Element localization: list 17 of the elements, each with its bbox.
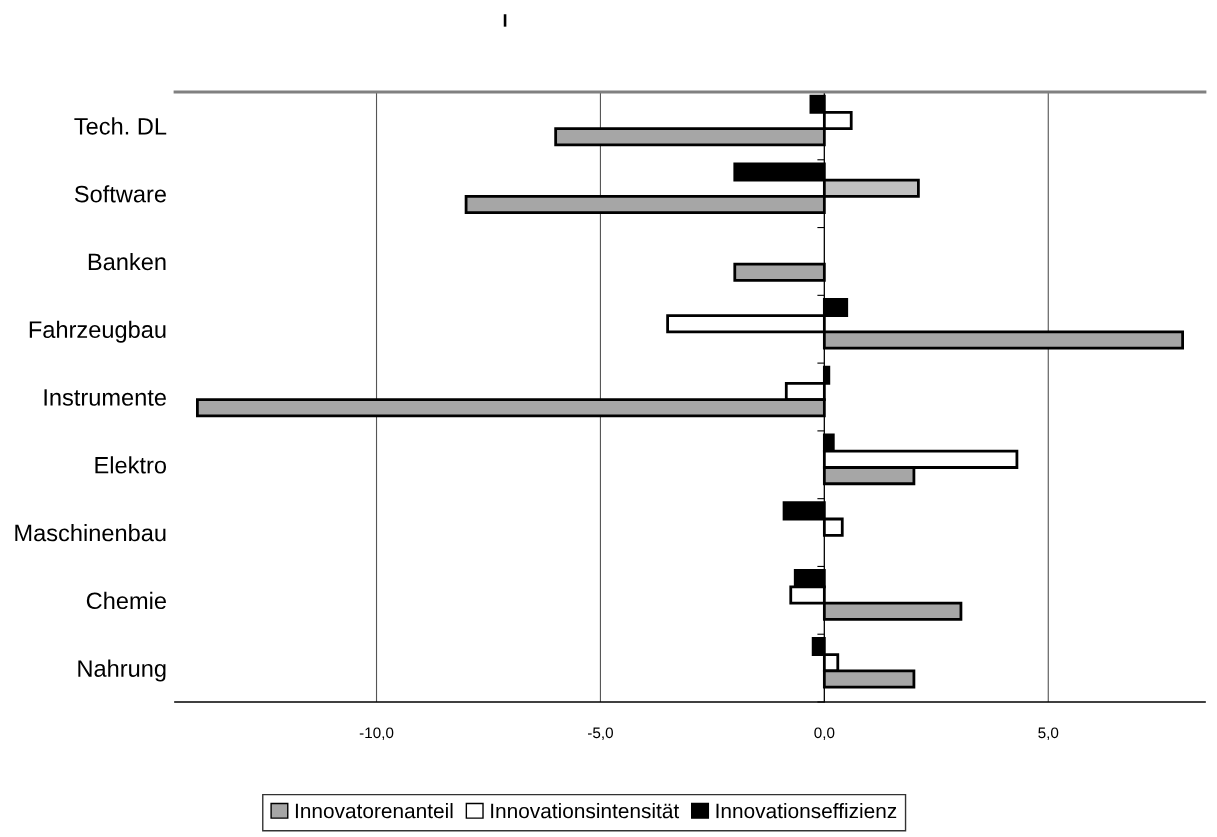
- y-tick-label: Banken: [88, 252, 166, 271]
- y-tick-label: Chemie: [86, 591, 166, 610]
- legend-label: Innovatorenanteil: [295, 803, 453, 819]
- y-tick-label: Software: [74, 185, 166, 203]
- x-tick-label: -5,0: [587, 727, 613, 741]
- y-tick-label: Maschinenbau: [15, 524, 166, 542]
- legend-label: Innovationseffizienz: [716, 803, 897, 819]
- y-tick-label: Tech. DL: [74, 117, 167, 135]
- x-tick-label: 0,0: [814, 727, 835, 741]
- y-tick-label: Elektro: [95, 456, 167, 474]
- y-tick-label: Instrumente: [44, 389, 166, 406]
- y-tick-label: Nahrung: [78, 659, 166, 682]
- x-tick-label: -10,0: [359, 727, 394, 741]
- legend-label: Innovationsintensität: [491, 803, 680, 819]
- y-tick-label: Fahrzeugbau: [29, 320, 166, 343]
- x-tick-label: 5,0: [1038, 727, 1059, 741]
- chart-title: I: [503, 14, 507, 27]
